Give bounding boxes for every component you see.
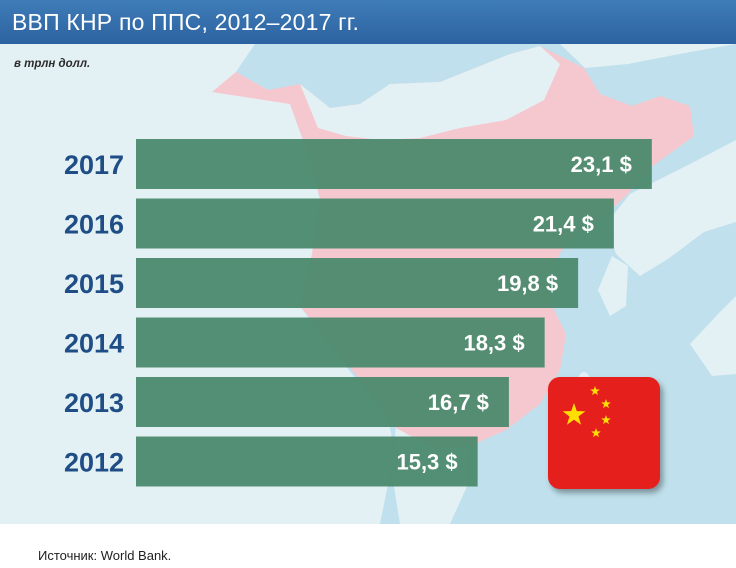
value-label-2015: 19,8 $ [497, 271, 558, 296]
bar-2014 [136, 317, 545, 368]
chart-title: ВВП КНР по ППС, 2012–2017 гг. [12, 9, 360, 35]
value-label-2012: 15,3 $ [396, 450, 457, 475]
chart-subtitle: в трлн долл. [14, 58, 91, 70]
bar-2017 [136, 139, 652, 189]
source-text: Источник: World Bank. [38, 548, 172, 563]
value-label-2013: 16,7 $ [428, 390, 489, 415]
flag-stars [562, 386, 611, 438]
year-label-2016: 2016 [64, 210, 124, 240]
bar-2012 [136, 436, 478, 487]
value-label-2014: 18,3 $ [463, 331, 524, 356]
china-flag-icon [548, 377, 660, 489]
source-note: Источник: World Bank. [38, 548, 171, 563]
bar-2015 [136, 258, 579, 308]
bar-2013 [136, 377, 509, 427]
value-label-2017: 23,1 $ [571, 152, 632, 177]
year-label-2015: 2015 [64, 269, 124, 299]
year-label-2012: 2012 [64, 448, 124, 478]
header-bar: ВВП КНР по ППС, 2012–2017 гг. [0, 0, 736, 44]
bar-2016 [136, 198, 614, 249]
year-label-2013: 2013 [64, 388, 124, 418]
year-label-2017: 2017 [64, 150, 124, 180]
value-label-2016: 21,4 $ [533, 212, 594, 237]
year-label-2014: 2014 [64, 329, 124, 359]
